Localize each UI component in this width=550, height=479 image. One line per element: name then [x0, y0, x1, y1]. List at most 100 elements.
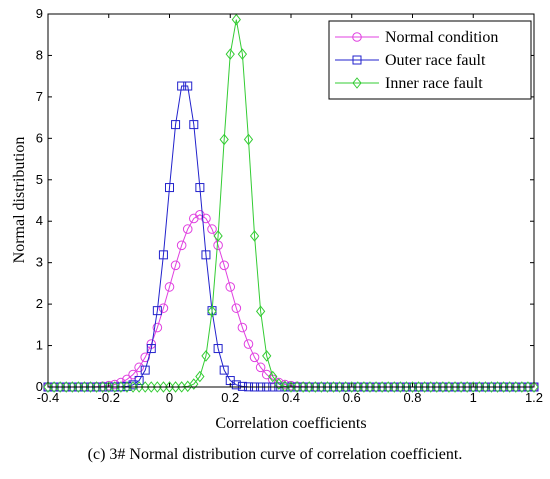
y-tick-label: 3: [36, 255, 43, 270]
series-point: [165, 183, 174, 193]
y-tick-label: 0: [36, 379, 43, 394]
legend-marker: [352, 77, 362, 89]
series-point: [286, 381, 296, 393]
series-point: [122, 381, 132, 393]
x-tick-label: 0.8: [403, 390, 421, 405]
series-point: [201, 350, 211, 362]
y-tick-label: 9: [36, 6, 43, 21]
series-point: [104, 381, 114, 393]
x-axis-label: Correlation coefficients: [215, 415, 366, 432]
series-point: [225, 48, 235, 60]
series-point: [219, 133, 229, 146]
series-point: [261, 369, 272, 380]
series-point: [170, 260, 181, 271]
series-point: [91, 381, 102, 393]
series-point: [237, 381, 247, 391]
series-point: [365, 381, 375, 393]
legend-marker: [352, 32, 362, 42]
series-point: [128, 381, 138, 393]
series-point: [201, 250, 211, 260]
series-point: [128, 369, 138, 380]
series-point: [146, 381, 156, 393]
series-point: [511, 381, 521, 393]
x-tick-label: 0.2: [221, 390, 239, 405]
series-point: [243, 133, 254, 146]
legend: Normal condition Outer race fault Inner ra…: [328, 20, 532, 100]
series-point: [517, 381, 527, 393]
series-point: [85, 381, 96, 393]
series-point: [122, 374, 132, 385]
series-point: [164, 282, 175, 292]
series-point: [195, 183, 205, 193]
series-point: [262, 350, 272, 362]
x-tick-label: -0.4: [37, 390, 59, 405]
series-point: [310, 381, 320, 393]
series-point: [79, 381, 90, 393]
legend-entry: Inner race fault: [385, 75, 483, 92]
series-point: [213, 230, 223, 242]
series-point: [152, 306, 162, 316]
series-point: [110, 381, 120, 393]
series-point: [195, 370, 205, 383]
series-point: [505, 381, 515, 393]
series-point: [231, 380, 241, 390]
series-point: [237, 48, 248, 60]
y-tick-label: 2: [36, 296, 43, 311]
series-point: [55, 381, 65, 393]
series-point: [158, 250, 168, 260]
series-point: [61, 381, 71, 393]
y-tick-label: 7: [36, 89, 43, 104]
series-point: [450, 381, 460, 393]
series-point: [383, 381, 393, 393]
series-point: [353, 381, 363, 393]
series-point: [426, 381, 436, 393]
series-point: [189, 120, 199, 130]
series-point: [134, 381, 144, 393]
series-point: [43, 381, 53, 393]
series-point: [158, 303, 169, 313]
series-point: [359, 381, 369, 393]
series-point: [462, 381, 472, 393]
y-tick-label: 6: [36, 130, 43, 145]
x-tick-label: 0.4: [282, 390, 300, 405]
series-point: [377, 381, 387, 393]
series-point: [371, 381, 381, 393]
series-point: [116, 381, 126, 393]
series-point: [213, 344, 223, 354]
legend-entry: Normal condition: [385, 29, 498, 46]
series-point: [249, 352, 260, 363]
series-point: [170, 381, 181, 393]
series-point: [347, 381, 357, 393]
y-tick-label: 1: [36, 338, 43, 353]
series-point: [189, 378, 199, 390]
series-point: [413, 381, 424, 393]
x-tick-label: -0.2: [98, 390, 120, 405]
series-point: [152, 381, 162, 393]
series-point: [225, 282, 236, 292]
series-point: [249, 230, 260, 242]
series-point: [152, 322, 163, 333]
y-tick-label: 5: [36, 172, 43, 187]
chart: -0.4 -0.2 0 0.2 0.4 0.6 0.8 1 1.2 0 1 2 3 4 5 6 7 8 9 Corr…: [11, 6, 543, 432]
series-point: [140, 352, 150, 363]
series-point: [274, 378, 284, 390]
series-point: [486, 381, 497, 393]
series-point: [219, 365, 229, 375]
series-point: [444, 381, 454, 393]
series-point: [341, 381, 351, 393]
series-point: [420, 381, 430, 393]
series-point: [280, 380, 290, 393]
x-tick-label: 1.2: [525, 390, 543, 405]
series-point: [401, 381, 412, 393]
series-point: [140, 381, 150, 393]
series-point: [395, 381, 405, 393]
series-point: [468, 381, 478, 393]
series-point: [292, 381, 302, 393]
series-point: [474, 381, 484, 393]
figure-caption: (c) 3# Normal distribution curve of corr…: [87, 446, 463, 463]
series-point: [164, 381, 175, 393]
series-point: [207, 224, 217, 234]
x-tick-label: 0: [166, 390, 173, 405]
series-point: [529, 381, 539, 393]
series-point: [231, 303, 242, 313]
